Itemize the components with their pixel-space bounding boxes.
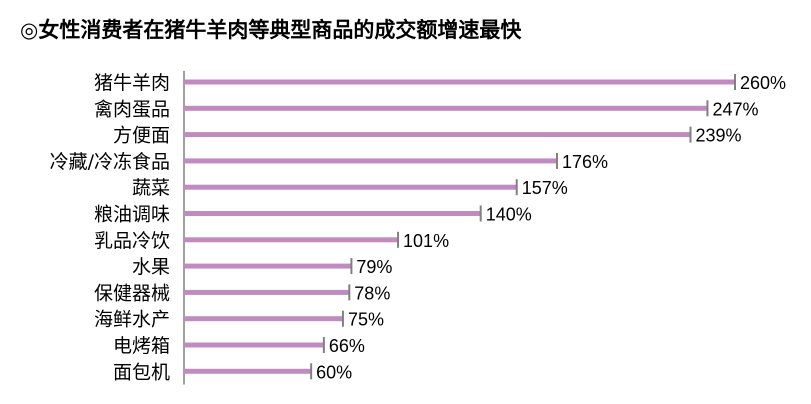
value-label: 157%: [522, 178, 568, 198]
value-label: 66%: [329, 336, 365, 356]
category-label: 猪牛羊肉: [94, 72, 170, 94]
bar: [184, 132, 691, 138]
category-label: 面包机: [113, 361, 170, 383]
bar: [184, 158, 557, 164]
chart-title: ◎女性消费者在猪牛羊肉等典型商品的成交额增速最快: [20, 18, 522, 42]
bar: [184, 105, 708, 111]
bar: [184, 263, 352, 269]
bar: [184, 237, 399, 243]
value-label: 75%: [348, 310, 384, 330]
category-label: 水果: [132, 256, 170, 278]
value-label: 79%: [356, 257, 392, 277]
bar: [184, 342, 324, 348]
bar: [184, 79, 735, 85]
category-label: 电烤箱: [113, 335, 170, 357]
bars-layer: [184, 74, 736, 380]
category-label: 方便面: [113, 125, 170, 147]
category-label: 乳品冷饮: [94, 230, 170, 252]
value-label: 239%: [695, 126, 741, 146]
value-label: 176%: [562, 152, 608, 172]
value-label: 247%: [712, 99, 758, 119]
bar: [184, 211, 481, 216]
value-label: 78%: [354, 283, 390, 303]
bar: [184, 316, 343, 322]
bar: [184, 289, 350, 295]
labels-layer: 猪牛羊肉 260% 禽肉蛋品 247% 方便面 239% 冷藏/冷冻食品 176% 蔬菜 157%…: [50, 72, 786, 383]
bar: [184, 184, 517, 190]
category-label: 禽肉蛋品: [94, 98, 170, 120]
category-label: 海鲜水产: [94, 309, 170, 331]
value-label: 260%: [740, 73, 786, 93]
value-label: 101%: [403, 231, 449, 251]
category-label: 保健器械: [94, 282, 170, 304]
bar: [184, 368, 312, 374]
category-label: 粮油调味: [94, 204, 170, 226]
category-label: 冷藏/冷冻食品: [50, 151, 170, 173]
value-label: 60%: [316, 362, 352, 382]
category-label: 蔬菜: [132, 177, 170, 199]
value-label: 140%: [486, 205, 532, 225]
